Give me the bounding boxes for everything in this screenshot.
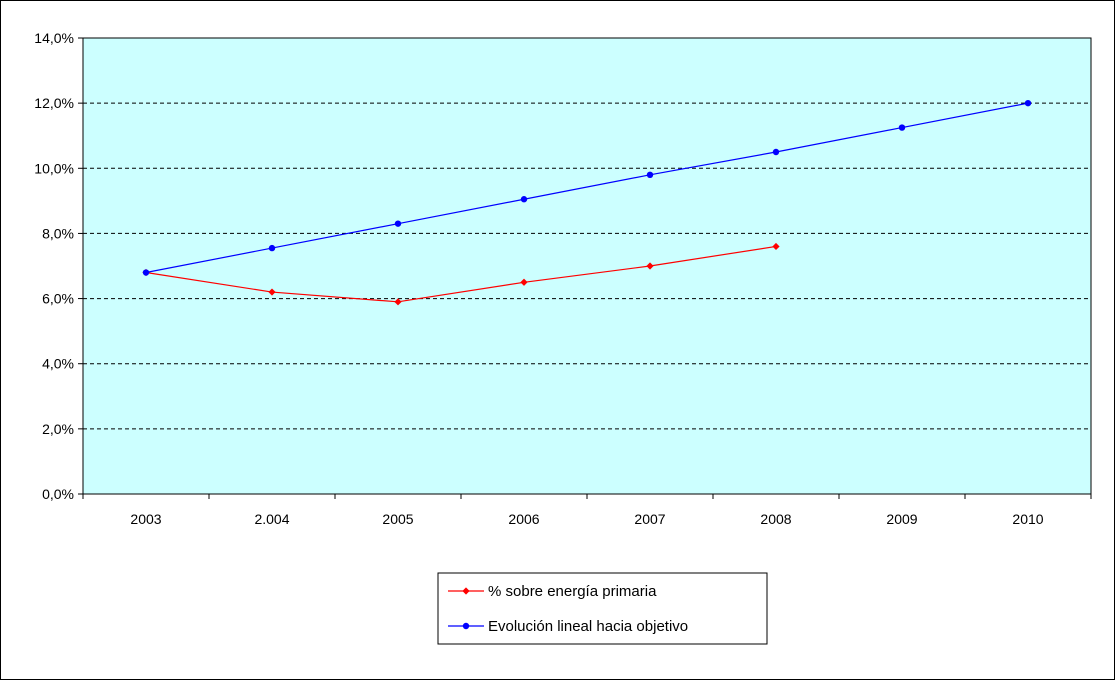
- x-axis: 2003 2.004 2005 2006 2007 2008 2009 2010: [82, 494, 1092, 527]
- data-point: [772, 242, 780, 251]
- y-axis: 0,0% 2,0% 4,0% 6,0% 8,0% 10,0% 12,0% 14,0%: [34, 30, 83, 502]
- y-tick-label: 6,0%: [42, 291, 74, 307]
- data-point: [520, 278, 528, 286]
- plot-area: [82, 37, 1092, 495]
- y-tick-label: 4,0%: [42, 356, 74, 372]
- legend-marker: [462, 622, 470, 630]
- data-point: [142, 269, 150, 276]
- data-point: [520, 196, 528, 203]
- data-point: [268, 288, 276, 296]
- data-point: [1024, 99, 1032, 107]
- data-point: [268, 244, 276, 252]
- series-line-1: [145, 245, 777, 303]
- series-line-2: [145, 102, 1029, 274]
- data-point: [646, 171, 654, 178]
- legend-label: Evolución lineal hacia objetivo: [488, 618, 688, 635]
- x-tick-label: 2007: [634, 511, 665, 527]
- x-tick-label: 2008: [760, 511, 791, 527]
- y-tick-label: 0,0%: [42, 486, 74, 502]
- legend-box: [437, 572, 768, 645]
- data-point: [394, 220, 402, 227]
- x-tick-label: 2005: [382, 511, 413, 527]
- gridlines: [83, 37, 1091, 430]
- legend: % sobre energía primaria Evolución lineal…: [437, 572, 768, 645]
- data-point: [394, 298, 402, 306]
- y-tick-label: 10,0%: [34, 160, 74, 176]
- data-point: [772, 148, 780, 156]
- x-tick-label: 2006: [508, 511, 539, 527]
- y-tick-label: 12,0%: [34, 95, 74, 111]
- x-tick-label: 2.004: [254, 511, 289, 527]
- data-point: [646, 262, 654, 270]
- y-tick-label: 2,0%: [42, 421, 74, 437]
- y-tick-label: 8,0%: [42, 225, 74, 241]
- x-tick-label: 2010: [1012, 511, 1043, 527]
- x-tick-label: 2009: [886, 511, 917, 527]
- data-point: [898, 124, 906, 131]
- legend-marker: [462, 587, 470, 595]
- y-tick-label: 14,0%: [34, 30, 74, 46]
- x-tick-label: 2003: [130, 511, 161, 527]
- legend-label: % sobre energía primaria: [488, 583, 657, 600]
- series-layer: [142, 99, 1032, 306]
